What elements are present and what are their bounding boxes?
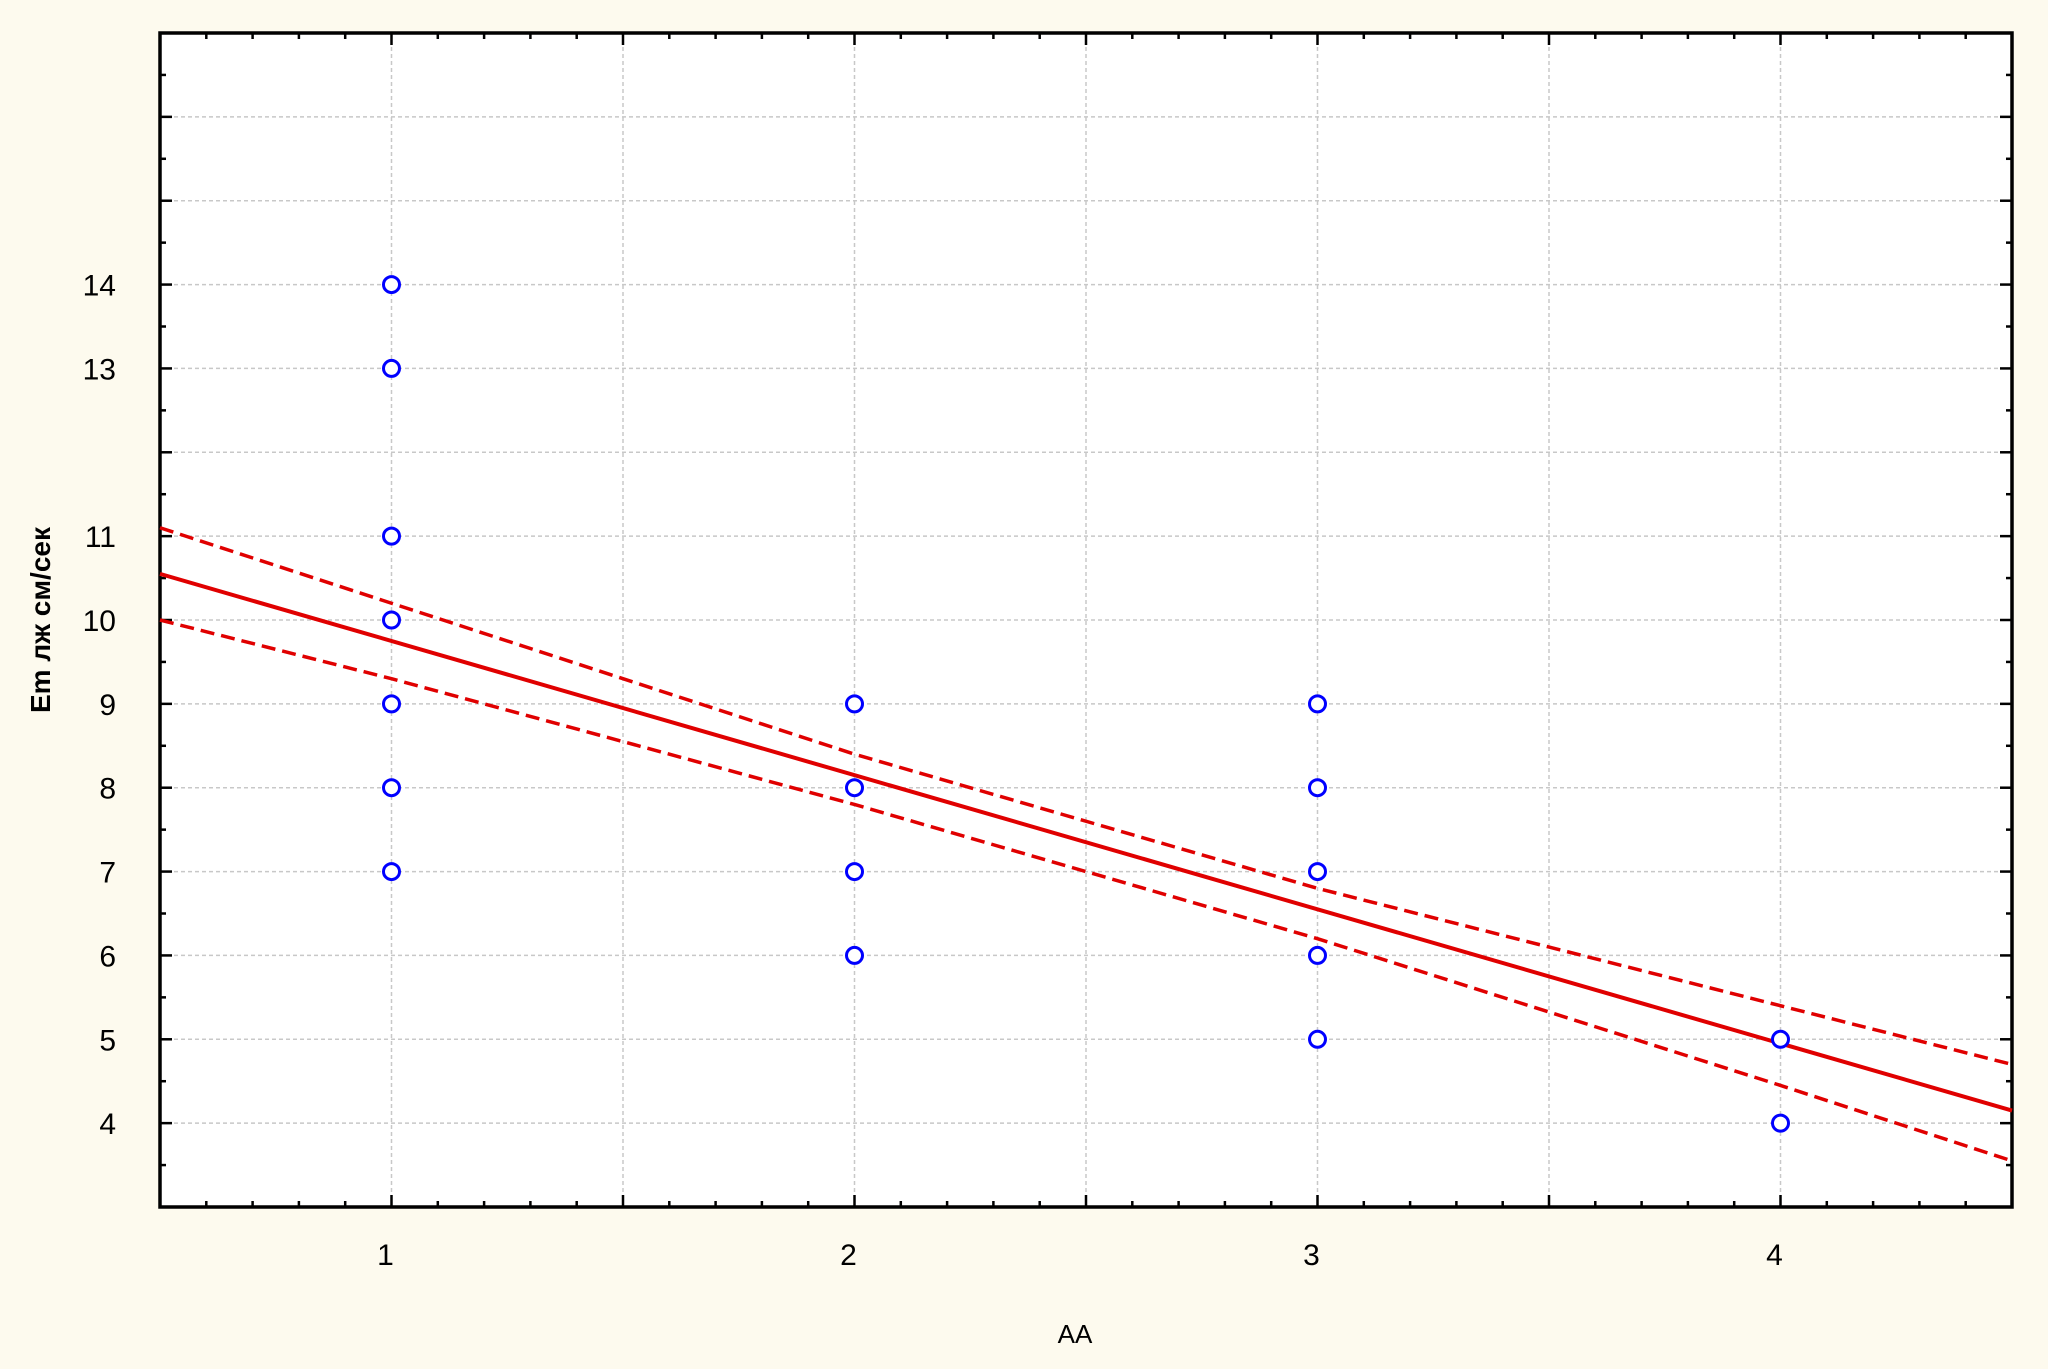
data-point [1771, 1029, 1790, 1049]
y-tick-label: 8 [99, 773, 116, 806]
regression-line-group [159, 571, 2013, 1113]
confidence-bands [159, 526, 2013, 1163]
y-tick-label: 13 [83, 353, 116, 386]
major-ticks [158, 31, 2014, 1209]
data-point [382, 526, 401, 546]
grid-lines [160, 33, 2012, 1207]
data-point [382, 358, 401, 378]
data-points [382, 275, 1790, 1133]
y-tick-label: 5 [99, 1024, 116, 1057]
y-tick-label: 6 [99, 940, 116, 973]
x-tick-label: 2 [840, 1239, 857, 1272]
confidence-band-lower [159, 618, 2013, 1163]
y-tick-label: 7 [99, 857, 116, 890]
data-point [1771, 1113, 1790, 1133]
x-tick-labels: 1 2 3 4 [377, 1239, 1783, 1272]
data-point [845, 862, 864, 882]
x-tick-label: 1 [377, 1239, 394, 1272]
data-point [845, 694, 864, 714]
y-axis-title: Em лж см/сек [25, 526, 56, 713]
data-point [382, 862, 401, 882]
data-point [845, 945, 864, 965]
data-point [382, 275, 401, 295]
data-point [1308, 1029, 1327, 1049]
data-point [1308, 862, 1327, 882]
data-point [845, 778, 864, 798]
y-tick-label: 14 [83, 270, 116, 303]
y-tick-label: 11 [85, 521, 116, 554]
x-tick-label: 4 [1766, 1239, 1783, 1272]
data-point [1308, 945, 1327, 965]
y-tick-labels: 4 5 6 7 8 9 10 11 13 14 [83, 270, 116, 1142]
data-point [1308, 694, 1327, 714]
y-tick-label: 10 [83, 605, 116, 638]
x-axis-title: AA [1058, 1319, 1093, 1349]
data-point [382, 778, 401, 798]
data-point [382, 694, 401, 714]
y-tick-label: 4 [99, 1108, 116, 1141]
regression-line [159, 571, 2013, 1113]
data-point [382, 610, 401, 630]
confidence-band-upper [159, 526, 2013, 1067]
x-tick-label: 3 [1303, 1239, 1320, 1272]
y-tick-label: 9 [99, 689, 116, 722]
data-point [1308, 778, 1327, 798]
